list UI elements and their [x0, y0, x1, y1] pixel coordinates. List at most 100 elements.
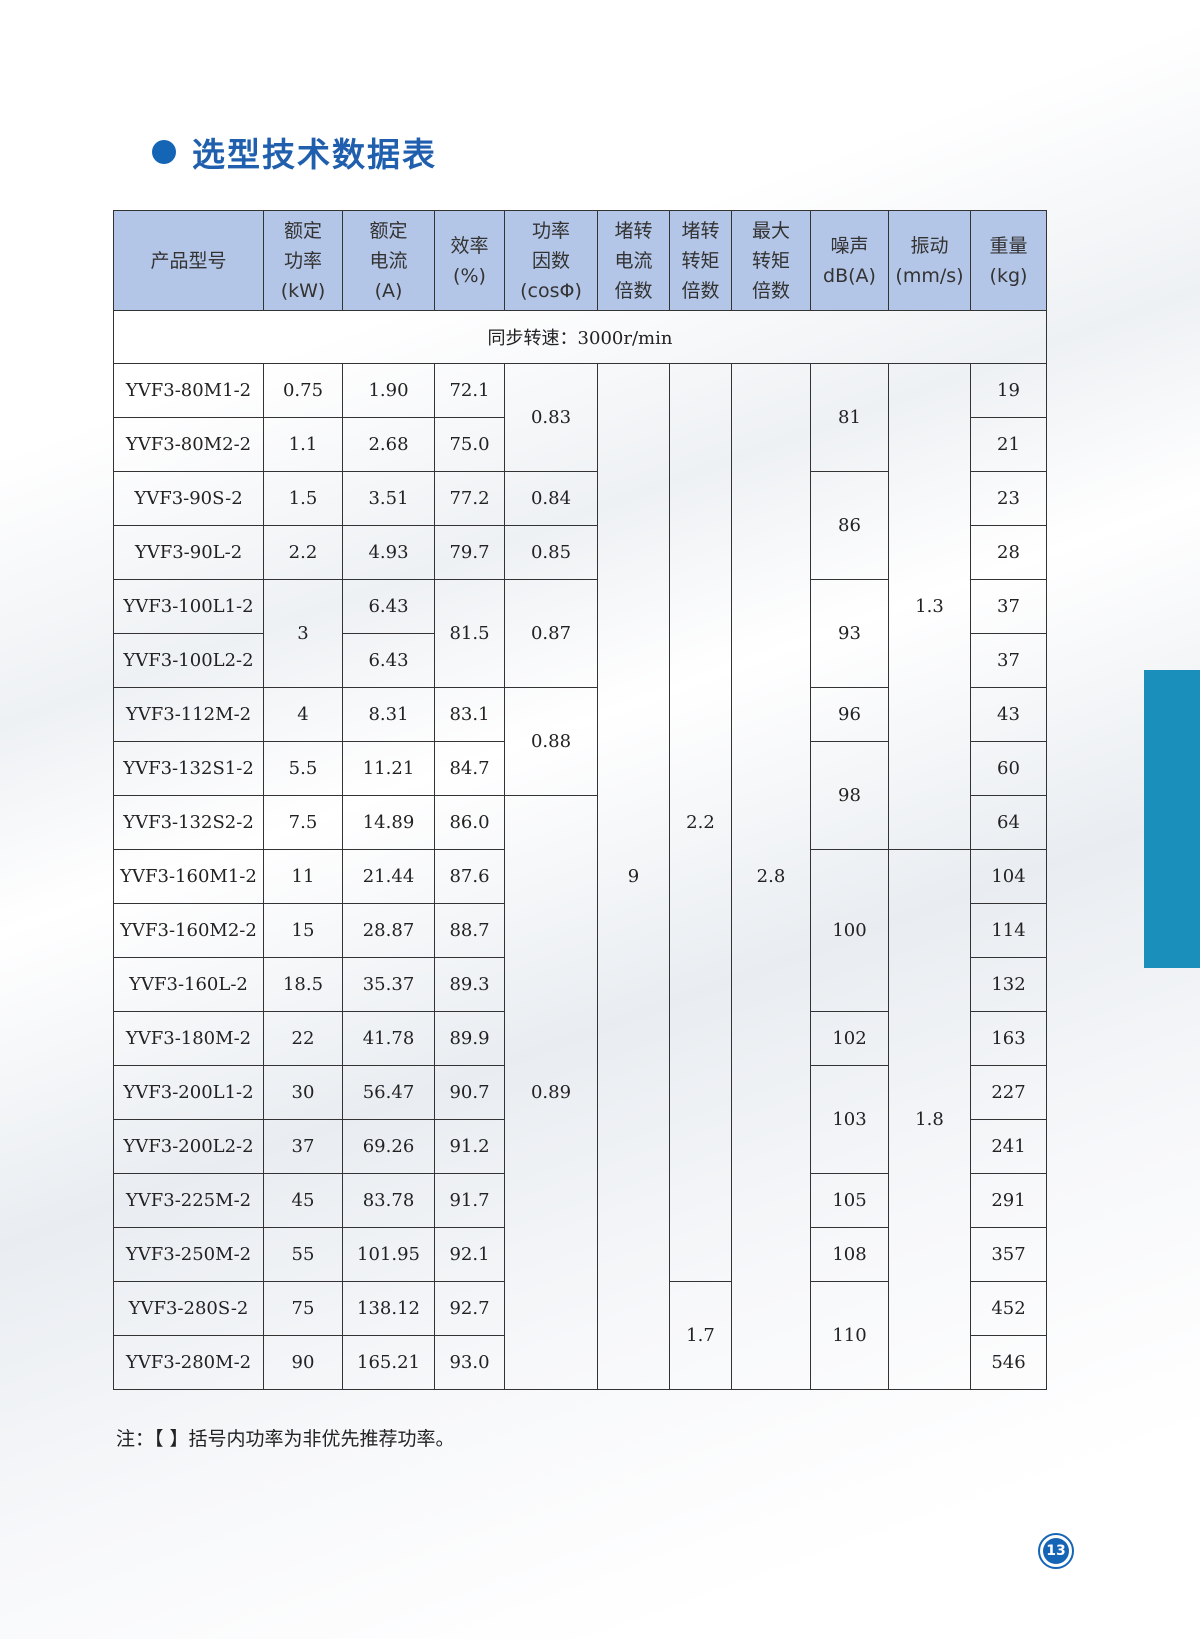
cell-efficiency: 86.0: [434, 795, 505, 850]
table-row: YVF3-132S2-2 7.5 14.89 86.0 0.89 64: [113, 795, 1047, 1390]
cell-noise: 110: [810, 1281, 889, 1390]
table-row: YVF3-132S1-2 5.5 11.21 84.7 98 60: [113, 741, 1047, 850]
cell-efficiency: 81.5: [434, 579, 505, 688]
cell-weight: 104: [970, 849, 1047, 904]
cell-locked-torque: 1.7: [669, 1281, 732, 1390]
cell-weight: 114: [970, 903, 1047, 958]
cell-weight: 64: [970, 795, 1047, 850]
cell-rated-current: 3.51: [342, 471, 435, 526]
cell-efficiency: 88.7: [434, 903, 505, 958]
cell-efficiency: 75.0: [434, 417, 505, 472]
cell-model: YVF3-80M2-2: [113, 417, 264, 472]
cell-efficiency: 89.3: [434, 957, 505, 1012]
cell-rated-power: 2.2: [263, 525, 343, 580]
cell-efficiency: 90.7: [434, 1065, 505, 1120]
cell-rated-power: 4: [263, 687, 343, 742]
column-header: 最大 转矩 倍数: [731, 210, 811, 311]
bullet-dot-icon: [152, 140, 176, 164]
cell-model: YVF3-80M1-2: [113, 363, 264, 418]
cell-rated-power: 18.5: [263, 957, 343, 1012]
column-header: 堵转 电流 倍数: [597, 210, 670, 311]
cell-weight: 546: [970, 1335, 1047, 1390]
cell-rated-current: 4.93: [342, 525, 435, 580]
table-row: YVF3-112M-2 4 8.31 83.1 0.88 96 43: [113, 687, 1047, 796]
cell-rated-current: 21.44: [342, 849, 435, 904]
cell-rated-power: 3: [263, 579, 343, 688]
cell-rated-current: 14.89: [342, 795, 435, 850]
cell-rated-power: 75: [263, 1281, 343, 1336]
page-number: 13: [1043, 1538, 1069, 1564]
cell-rated-power: 1.5: [263, 471, 343, 526]
column-header: 额定 功率 (kW): [263, 210, 343, 311]
cell-model: YVF3-160M1-2: [113, 849, 264, 904]
sync-speed-row: 同步转速：3000r/min: [113, 310, 1047, 364]
table-row: YVF3-160L-2 18.5 35.37 89.3 132: [113, 957, 1047, 1012]
cell-locked-current: 9: [597, 363, 670, 1390]
cell-weight: 357: [970, 1227, 1047, 1282]
cell-noise: 98: [810, 741, 889, 850]
cell-efficiency: 91.7: [434, 1173, 505, 1228]
cell-vibration: 1.3: [888, 363, 971, 850]
column-header: 重量 (kg): [970, 210, 1047, 311]
cell-max-torque: 2.8: [731, 363, 811, 1390]
cell-weight: 227: [970, 1065, 1047, 1120]
cell-rated-power: 1.1: [263, 417, 343, 472]
column-header: 效率 (%): [434, 210, 505, 311]
cell-weight: 37: [970, 633, 1047, 688]
table-row: YVF3-80M2-2 1.1 2.68 75.0 21: [113, 417, 1047, 472]
cell-noise: 105: [810, 1173, 889, 1228]
cell-rated-current: 6.43: [342, 579, 435, 634]
section-title: 选型技术数据表: [192, 135, 437, 174]
cell-rated-power: 37: [263, 1119, 343, 1174]
section-heading: 选型技术数据表: [152, 128, 437, 176]
cell-model: YVF3-180M-2: [113, 1011, 264, 1066]
cell-rated-power: 11: [263, 849, 343, 904]
cell-power-factor: 0.84: [504, 471, 598, 526]
side-tab: [1144, 670, 1200, 968]
cell-model: YVF3-250M-2: [113, 1227, 264, 1282]
cell-power-factor: 0.89: [504, 795, 598, 1390]
cell-rated-power: 5.5: [263, 741, 343, 796]
cell-rated-current: 8.31: [342, 687, 435, 742]
cell-noise: 102: [810, 1011, 889, 1066]
table-row: YVF3-160M1-2 11 21.44 87.6 100 1.8 104: [113, 849, 1047, 1390]
cell-rated-current: 41.78: [342, 1011, 435, 1066]
sync-speed-label: 同步转速：3000r/min: [113, 310, 1047, 364]
table-row: YVF3-80M1-2 0.75 1.90 72.1 0.83 9 2.2 2.8 81 1.3 1…: [113, 363, 1047, 1390]
cell-weight: 19: [970, 363, 1047, 418]
page-number-badge: 13: [1038, 1533, 1074, 1569]
table-row: YVF3-200L1-2 30 56.47 90.7 103 227: [113, 1065, 1047, 1174]
cell-rated-power: 7.5: [263, 795, 343, 850]
cell-efficiency: 91.2: [434, 1119, 505, 1174]
cell-noise: 103: [810, 1065, 889, 1174]
column-header: 振动 (mm/s): [888, 210, 971, 311]
cell-noise: 100: [810, 849, 889, 1012]
cell-locked-torque: 2.2: [669, 363, 732, 1282]
cell-efficiency: 79.7: [434, 525, 505, 580]
column-header: 额定 电流 (A): [342, 210, 435, 311]
cell-vibration: 1.8: [888, 849, 971, 1390]
cell-model: YVF3-132S1-2: [113, 741, 264, 796]
cell-weight: 21: [970, 417, 1047, 472]
cell-efficiency: 92.7: [434, 1281, 505, 1336]
cell-rated-current: 11.21: [342, 741, 435, 796]
cell-weight: 28: [970, 525, 1047, 580]
cell-weight: 291: [970, 1173, 1047, 1228]
cell-weight: 43: [970, 687, 1047, 742]
table-row: YVF3-225M-2 45 83.78 91.7 105 291: [113, 1173, 1047, 1228]
table-row: YVF3-280S-2 75 138.12 92.7 1.7 110 452: [113, 1281, 1047, 1390]
cell-noise: 86: [810, 471, 889, 580]
cell-rated-power: 45: [263, 1173, 343, 1228]
cell-weight: 132: [970, 957, 1047, 1012]
cell-rated-power: 55: [263, 1227, 343, 1282]
cell-model: YVF3-160L-2: [113, 957, 264, 1012]
table-row: YVF3-280M-2 90 165.21 93.0 546: [113, 1335, 1047, 1390]
cell-rated-power: 0.75: [263, 363, 343, 418]
cell-rated-current: 138.12: [342, 1281, 435, 1336]
cell-rated-current: 6.43: [342, 633, 435, 688]
cell-model: YVF3-160M2-2: [113, 903, 264, 958]
cell-rated-current: 83.78: [342, 1173, 435, 1228]
cell-rated-power: 90: [263, 1335, 343, 1390]
cell-efficiency: 83.1: [434, 687, 505, 742]
cell-model: YVF3-90L-2: [113, 525, 264, 580]
